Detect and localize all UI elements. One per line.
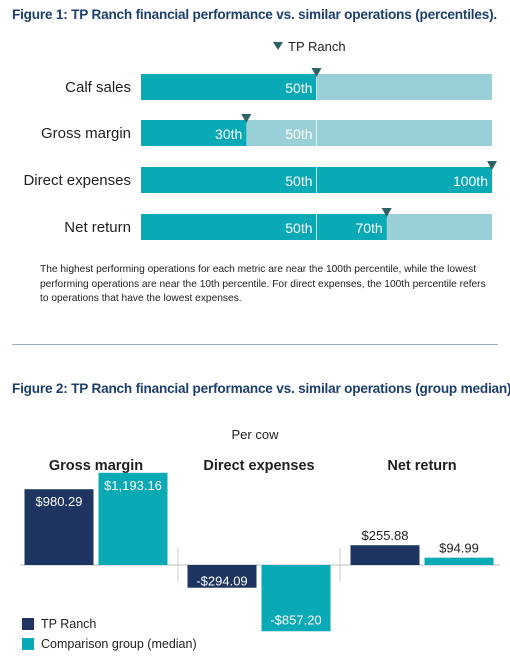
figure-2-chart: Per cow Gross margin Direct expenses Net r… (20, 427, 500, 632)
bar-tp-ranch (187, 565, 257, 588)
bar-label-comparison: -$857.20 (270, 612, 321, 627)
figure-2-subtitle: Per cow (232, 427, 280, 442)
median-label: 50th (285, 220, 312, 236)
marker-legend-icon (273, 42, 283, 50)
bar-tp-ranch-fill (141, 120, 247, 146)
legend-label-tp-ranch: TP Ranch (41, 617, 97, 631)
tp-ranch-label: 100th (453, 173, 488, 189)
median-label: 50th (285, 173, 312, 189)
group-label: Net return (387, 458, 456, 474)
group-label: Gross margin (49, 458, 143, 474)
figure-1-note: The highest performing operations for ea… (40, 264, 486, 304)
section-divider (12, 344, 498, 345)
bar-label-tp-ranch: $255.88 (362, 528, 409, 543)
tp-ranch-marker-icon (487, 161, 497, 170)
median-label: 50th (285, 80, 312, 96)
tp-ranch-marker-icon (381, 208, 392, 217)
figure-1-title: Figure 1: TP Ranch financial performance… (12, 7, 497, 22)
bar-tp-ranch (350, 545, 420, 565)
marker-legend-label: TP Ranch (288, 39, 346, 54)
category-label: Direct expenses (23, 172, 131, 189)
legend-item-comparison: Comparison group (median) (22, 637, 197, 651)
bar-label-comparison: $94.99 (439, 541, 479, 556)
bar-tp-ranch-fill (141, 74, 317, 100)
figure-2-title: Figure 2: TP Ranch financial performance… (12, 381, 510, 396)
tp-ranch-label: 70th (355, 220, 382, 236)
bar-comparison (98, 472, 168, 565)
legend-label-comparison: Comparison group (median) (41, 637, 197, 651)
category-label: Calf sales (65, 79, 131, 96)
figure-1-chart: TP Ranch Calf sales 50th Gross margin 50th 3… (23, 39, 497, 240)
bar-comparison (424, 557, 494, 565)
tp-ranch-marker-icon (241, 114, 252, 123)
tp-ranch-label: 30th (215, 126, 242, 142)
category-label: Net return (64, 219, 131, 236)
category-label: Gross margin (41, 125, 131, 142)
group-label: Direct expenses (203, 458, 314, 474)
bar-label-comparison: $1,193.16 (104, 478, 162, 493)
tp-ranch-marker-icon (311, 68, 322, 77)
bar-comparison (261, 565, 331, 632)
legend-swatch-tp-ranch (22, 618, 34, 630)
bar-tp-ranch-fill (141, 214, 387, 240)
legend-swatch-comparison (22, 638, 34, 650)
bar-label-tp-ranch: $980.29 (36, 494, 83, 509)
legend-item-tp-ranch: TP Ranch (22, 617, 96, 631)
bar-label-tp-ranch: -$294.09 (196, 574, 247, 589)
bar-tp-ranch (24, 489, 94, 565)
median-label: 50th (285, 126, 312, 142)
